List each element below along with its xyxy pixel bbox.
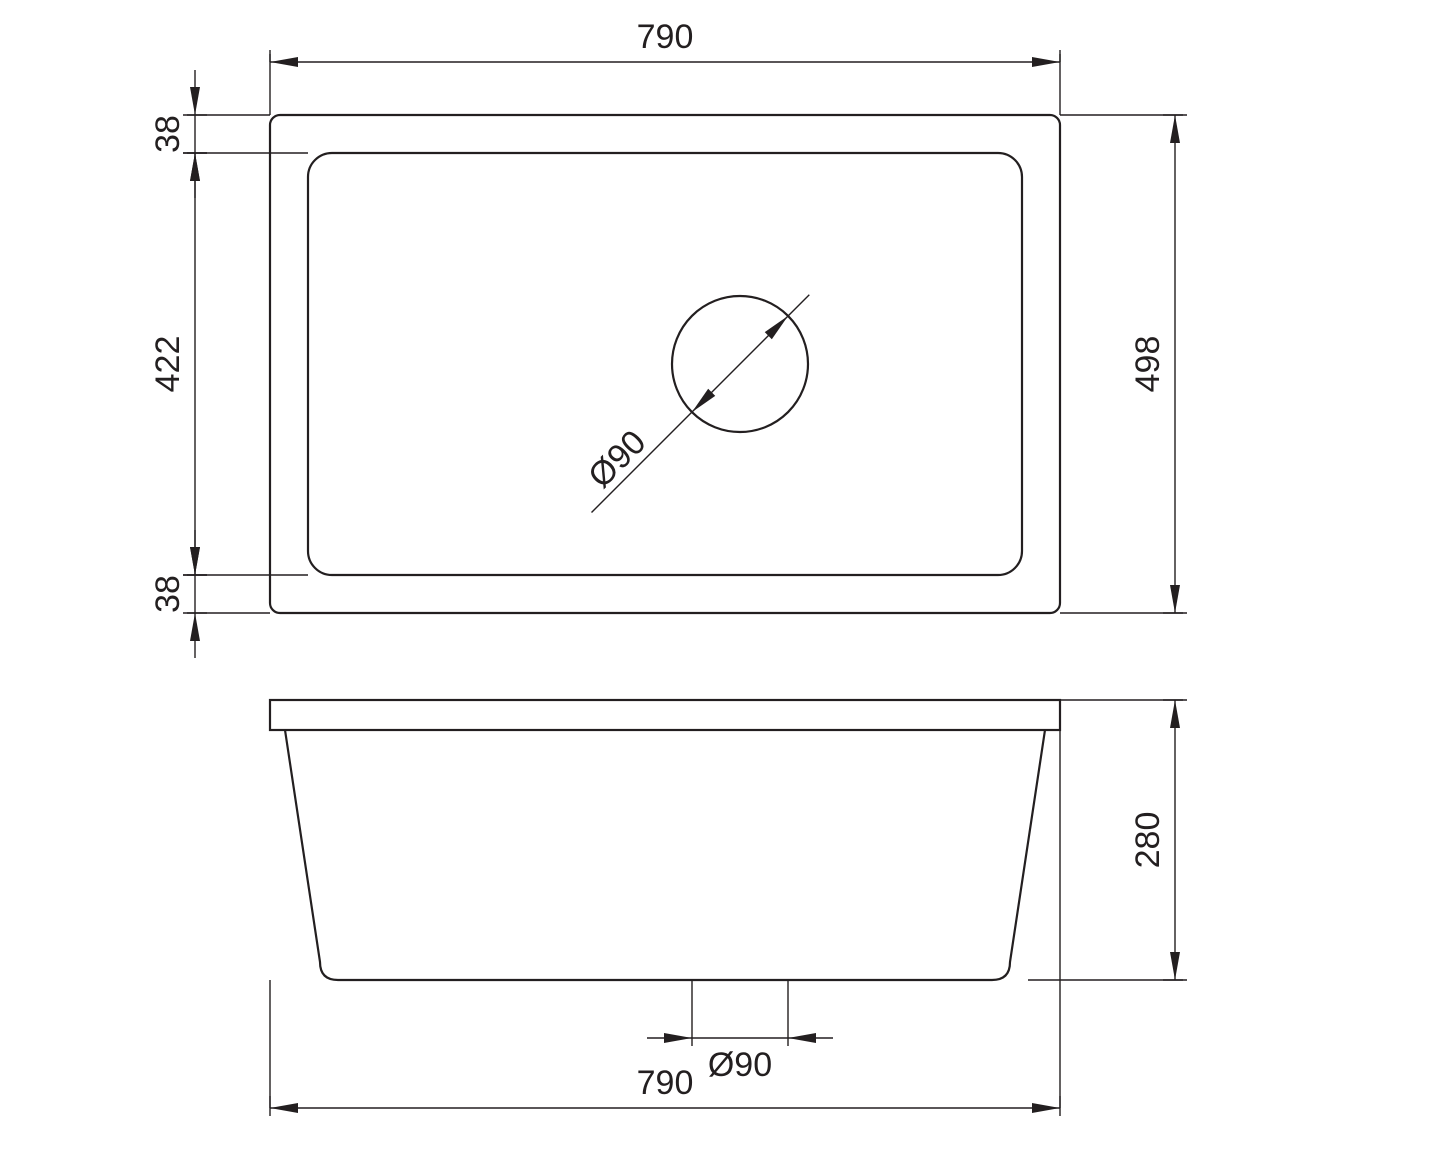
svg-text:498: 498 bbox=[1129, 336, 1167, 393]
dim-38-bottom: 38 bbox=[149, 530, 207, 658]
dim-width-bottom: 790 bbox=[270, 1064, 1060, 1113]
dim-height-422: 422 bbox=[149, 153, 207, 575]
top-view-outer bbox=[270, 115, 1060, 613]
front-view-rim bbox=[270, 700, 1060, 730]
svg-text:38: 38 bbox=[149, 115, 187, 153]
svg-text:280: 280 bbox=[1129, 812, 1167, 869]
dim-drain-top: Ø90 bbox=[581, 295, 809, 513]
svg-text:422: 422 bbox=[149, 336, 187, 393]
svg-text:790: 790 bbox=[637, 1064, 694, 1102]
top-view-inner bbox=[308, 153, 1022, 575]
front-view-body bbox=[285, 730, 1045, 980]
svg-text:Ø90: Ø90 bbox=[581, 423, 653, 495]
dim-width-top: 790 bbox=[270, 18, 1060, 67]
extension-lines bbox=[187, 54, 1183, 1116]
svg-text:790: 790 bbox=[637, 18, 694, 56]
top-view: Ø90 bbox=[270, 115, 1060, 613]
dim-height-498: 498 bbox=[1129, 115, 1187, 613]
front-view bbox=[270, 700, 1060, 980]
dim-depth-280: 280 bbox=[1129, 700, 1187, 980]
svg-text:Ø90: Ø90 bbox=[708, 1046, 772, 1084]
svg-text:38: 38 bbox=[149, 575, 187, 613]
